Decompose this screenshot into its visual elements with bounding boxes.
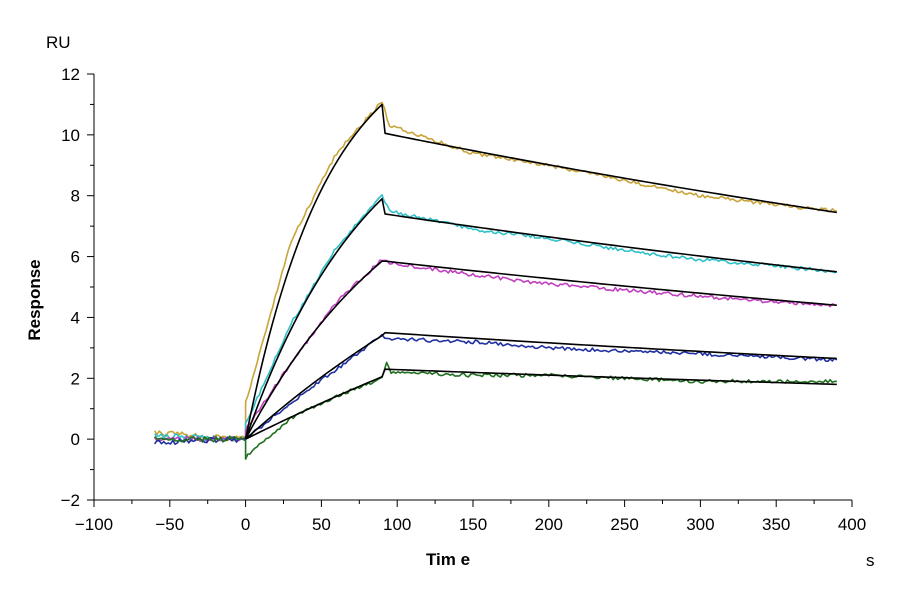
y-tick-label: −2 <box>61 491 80 510</box>
y-tick-label: 12 <box>61 65 80 84</box>
fit-curve <box>244 368 837 440</box>
x-tick-label: −100 <box>75 515 113 534</box>
fit-curve <box>244 331 837 440</box>
x-axis-title: Tim e <box>426 550 470 569</box>
fit-curve <box>244 260 837 440</box>
x-tick-label: 250 <box>610 515 638 534</box>
x-tick-label: 300 <box>686 515 714 534</box>
x-tick-label: 200 <box>535 515 563 534</box>
x-tick-label: 350 <box>762 515 790 534</box>
y-tick-label: 4 <box>71 308 80 327</box>
x-tick-label: 100 <box>383 515 411 534</box>
x-tick-label: −50 <box>155 515 184 534</box>
y-axis-title: Response <box>25 259 44 340</box>
fit-curve <box>244 197 837 440</box>
y-tick-label: 8 <box>71 187 80 206</box>
measured-curve <box>153 259 837 443</box>
y-unit-label: RU <box>46 33 71 52</box>
axes-layer: −100 −50 0 50 100 150 200 250 300 350 400 −2 0 2 4 6 8 10… <box>61 65 867 534</box>
measured-curve <box>154 361 837 460</box>
y-tick-label: 0 <box>71 430 80 449</box>
measured-curve <box>154 194 838 442</box>
series-layer <box>153 101 838 460</box>
x-tick-label: 400 <box>838 515 866 534</box>
fit-curve <box>244 103 837 440</box>
x-tick-label: 150 <box>459 515 487 534</box>
fit-layer <box>244 103 837 440</box>
x-unit-label: s <box>866 551 875 570</box>
measured-curve <box>153 101 837 442</box>
y-tick-label: 6 <box>71 248 80 267</box>
y-tick-label: 2 <box>71 369 80 388</box>
measured-curve <box>153 333 838 446</box>
x-tick-label: 50 <box>312 515 331 534</box>
x-tick-label: 0 <box>241 515 250 534</box>
y-tick-label: 10 <box>61 126 80 145</box>
